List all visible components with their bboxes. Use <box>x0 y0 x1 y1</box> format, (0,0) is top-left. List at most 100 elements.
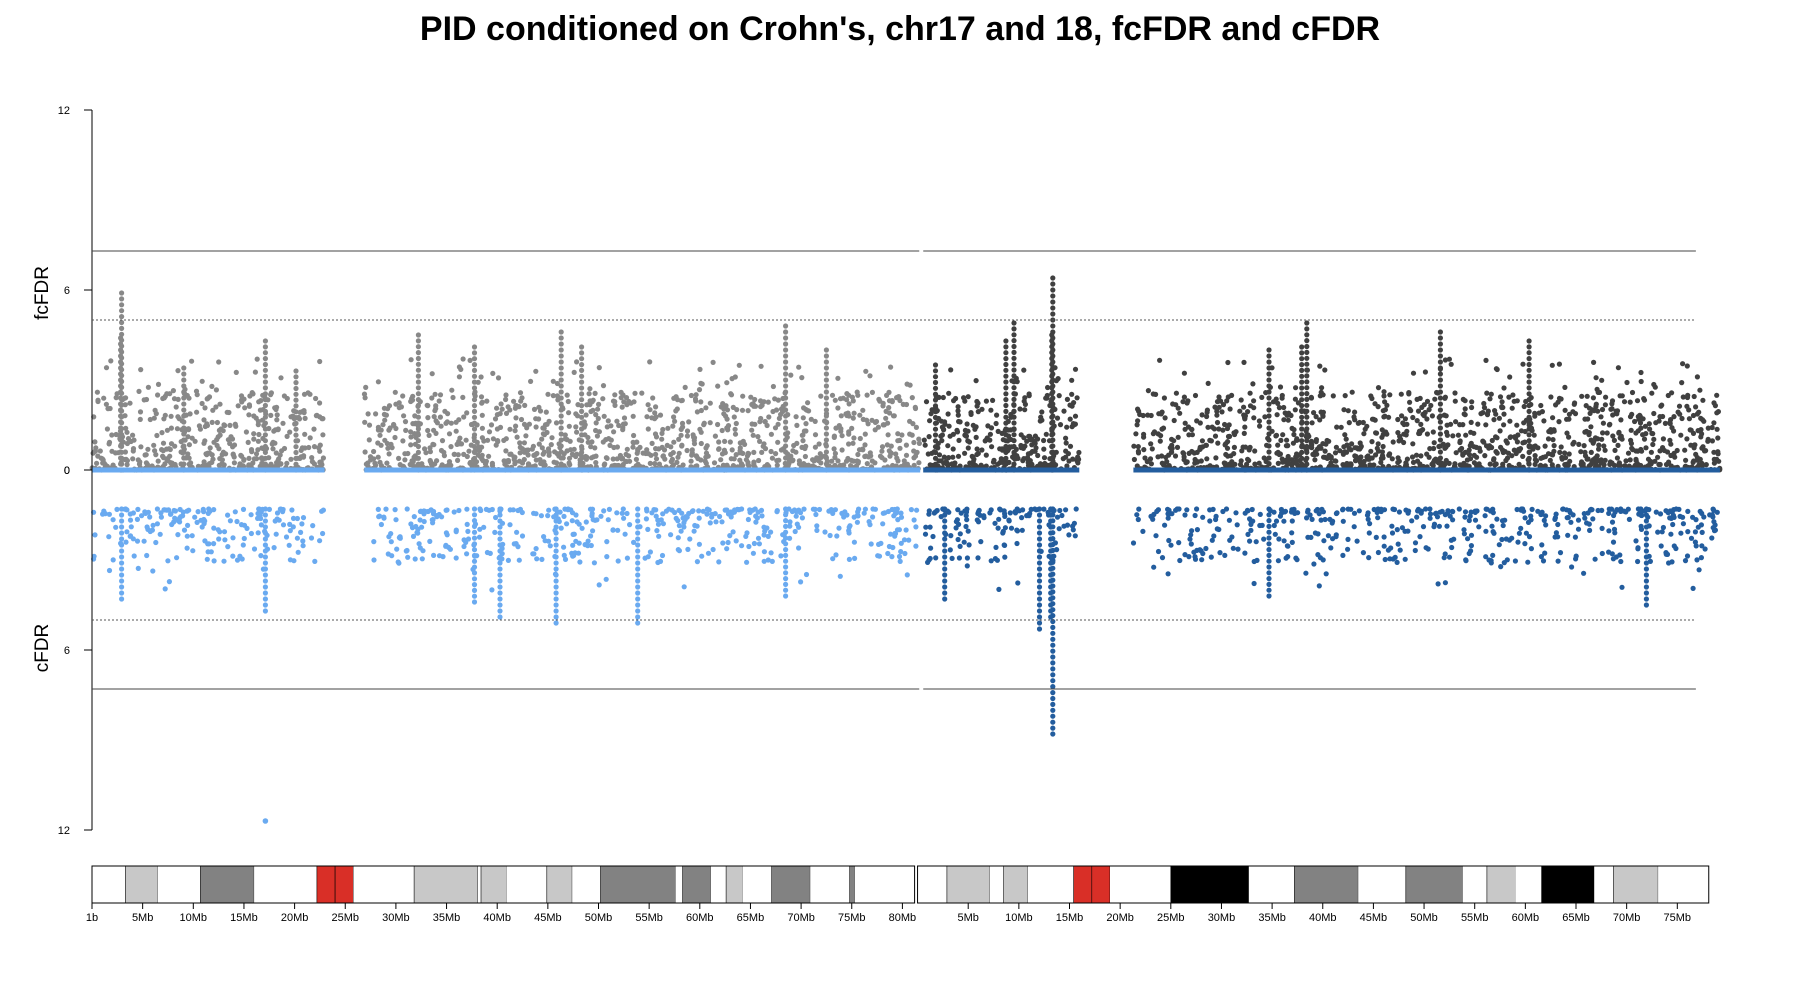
chr17-fcfdr-point <box>375 427 381 433</box>
chr17-cfdr-point <box>851 539 858 545</box>
chr17-fcfdr-point <box>650 395 656 401</box>
chr17-cfdr-peak-point <box>783 506 789 512</box>
chr18-fcfdr-point <box>1505 450 1512 456</box>
chr17-fcfdr-point <box>521 421 528 427</box>
chr18-fcfdr-point <box>1642 423 1648 429</box>
chr18-fcfdr-point <box>1372 417 1378 423</box>
chr17-fcfdr-point <box>901 458 907 464</box>
chr17-fcfdr-point <box>320 432 326 438</box>
chr17-fcfdr-point <box>233 423 239 429</box>
chr17-fcfdr-point <box>95 398 101 405</box>
chr17-fcfdr-point <box>864 461 870 467</box>
chr17-cfdr-point <box>676 523 683 529</box>
chr17-cfdr-point <box>290 515 297 522</box>
chr17-fcfdr-point <box>127 400 133 406</box>
chr17-fcfdr-point <box>574 429 580 435</box>
chr18-fcfdr-point <box>1184 459 1190 465</box>
chr17-fcfdr-point <box>850 398 856 404</box>
chr18-fcfdr-point <box>1598 414 1604 420</box>
chr17-fcfdr-peak-point <box>471 385 478 391</box>
chr18-fcfdr-point <box>1550 437 1556 443</box>
chr18-cfdr-point <box>1434 514 1441 520</box>
chr17-cfdr-point <box>240 506 247 512</box>
chr18-cfdr-point <box>1233 510 1239 516</box>
chr17-fcfdr-point <box>873 418 880 425</box>
chr18-cfdr-point <box>1059 512 1065 519</box>
chr18-fcfdr-point <box>1141 434 1147 440</box>
chr17-cfdr-point <box>192 514 198 520</box>
chr17-cfdr-point <box>590 528 596 534</box>
chr18-fcfdr-point <box>1145 412 1151 418</box>
chr17-fcfdr-point <box>772 396 778 402</box>
chr18-cfdr-point <box>975 555 981 561</box>
chr17-cfdr-point <box>280 522 287 528</box>
chr17-cfdr-point <box>816 506 823 513</box>
chr17-fcfdr-point <box>268 461 274 467</box>
chr17-cfdr-point <box>300 543 306 549</box>
chr17-fcfdr-peak-point <box>181 425 187 431</box>
chr17-fcfdr-point <box>593 412 599 418</box>
chr18-fcfdr-point <box>1022 407 1028 413</box>
chr17-cfdr-point <box>241 535 247 542</box>
chr18-fcfdr-point <box>1330 393 1336 399</box>
chr17-fcfdr-point <box>202 423 208 430</box>
chr17-fcfdr-point <box>518 416 525 423</box>
chr17-fcfdr-point <box>137 409 144 415</box>
chr17-cfdr-point <box>481 524 487 530</box>
chr17-fcfdr-point <box>653 451 659 457</box>
chr18-cfdr-point <box>1394 559 1400 566</box>
chr18-cfdr-point <box>1210 506 1216 512</box>
chr18-fcfdr-point <box>1319 385 1325 391</box>
chr18-fcfdr-point <box>954 429 961 435</box>
chr18-fcfdr-point <box>1317 444 1323 450</box>
chr17-fcfdr-point <box>895 431 901 437</box>
chr18-fcfdr-point <box>1158 411 1164 417</box>
chr18-fcfdr-point <box>1546 428 1552 435</box>
chr18-fcfdr-point <box>1601 462 1607 468</box>
chr17-fcfdr-point <box>818 453 824 459</box>
chr17-fcfdr-point <box>160 440 167 446</box>
chr17-cfdr-point <box>165 507 172 513</box>
chr18-fcfdr-point <box>1275 400 1281 406</box>
chr18-fcfdr-point <box>1413 452 1420 458</box>
chr17-cfdr-point <box>443 543 449 549</box>
chr17-cfdr-point <box>673 515 679 522</box>
chr17-cfdr-point <box>911 517 917 523</box>
chr18-cfdr-point <box>1015 580 1021 586</box>
chr18-fcfdr-point <box>1291 427 1297 433</box>
chr17-fcfdr-point <box>246 455 252 461</box>
chr18-fcfdr-point <box>1466 452 1473 458</box>
chr17-fcfdr-peak-point <box>415 420 421 426</box>
chr17-cfdr-point <box>755 509 761 515</box>
chr18-fcfdr-point <box>1686 416 1692 422</box>
chr17-fcfdr-point <box>222 422 228 429</box>
chr17-cfdr-point <box>694 559 701 565</box>
chr17-fcfdr-peak-point <box>415 461 421 467</box>
chr17-fcfdr-point <box>751 462 757 468</box>
chr17-fcfdr-point <box>434 458 440 464</box>
chr17-fcfdr-point <box>912 453 919 459</box>
chr18-fcfdr-point <box>1578 449 1584 455</box>
chr17-fcfdr-peak-point <box>262 426 268 432</box>
chr17-fcfdr-point <box>585 434 591 441</box>
chr18-fcfdr-point <box>1483 357 1489 363</box>
chr18-fcfdr-point <box>1551 443 1557 449</box>
chr18-fcfdr-point <box>1328 455 1334 461</box>
chr18-fcfdr-point <box>1617 463 1623 469</box>
chr17-cfdr-point <box>157 531 163 537</box>
chr18-fcfdr-point <box>1352 417 1358 423</box>
chr18-cfdr-point <box>1019 527 1025 533</box>
chr17-fcfdr-peak-point <box>118 395 124 401</box>
chr17-cfdr-point <box>139 513 145 519</box>
chr18-fcfdr-point <box>1032 448 1038 454</box>
chr18-fcfdr-point <box>1640 432 1646 438</box>
chr17-cfdr-point <box>545 513 551 519</box>
chr18-cfdr-point <box>1635 545 1641 551</box>
chr17-fcfdr-point <box>430 441 436 447</box>
chr17-fcfdr-point <box>808 416 814 422</box>
chr17-cfdr-peak-point <box>262 572 268 578</box>
chr18-fcfdr-point <box>922 442 928 448</box>
chr17-cfdr-point <box>787 523 793 529</box>
chr17-fcfdr-point <box>173 404 179 410</box>
chr18-cfdr-point <box>1390 556 1396 562</box>
